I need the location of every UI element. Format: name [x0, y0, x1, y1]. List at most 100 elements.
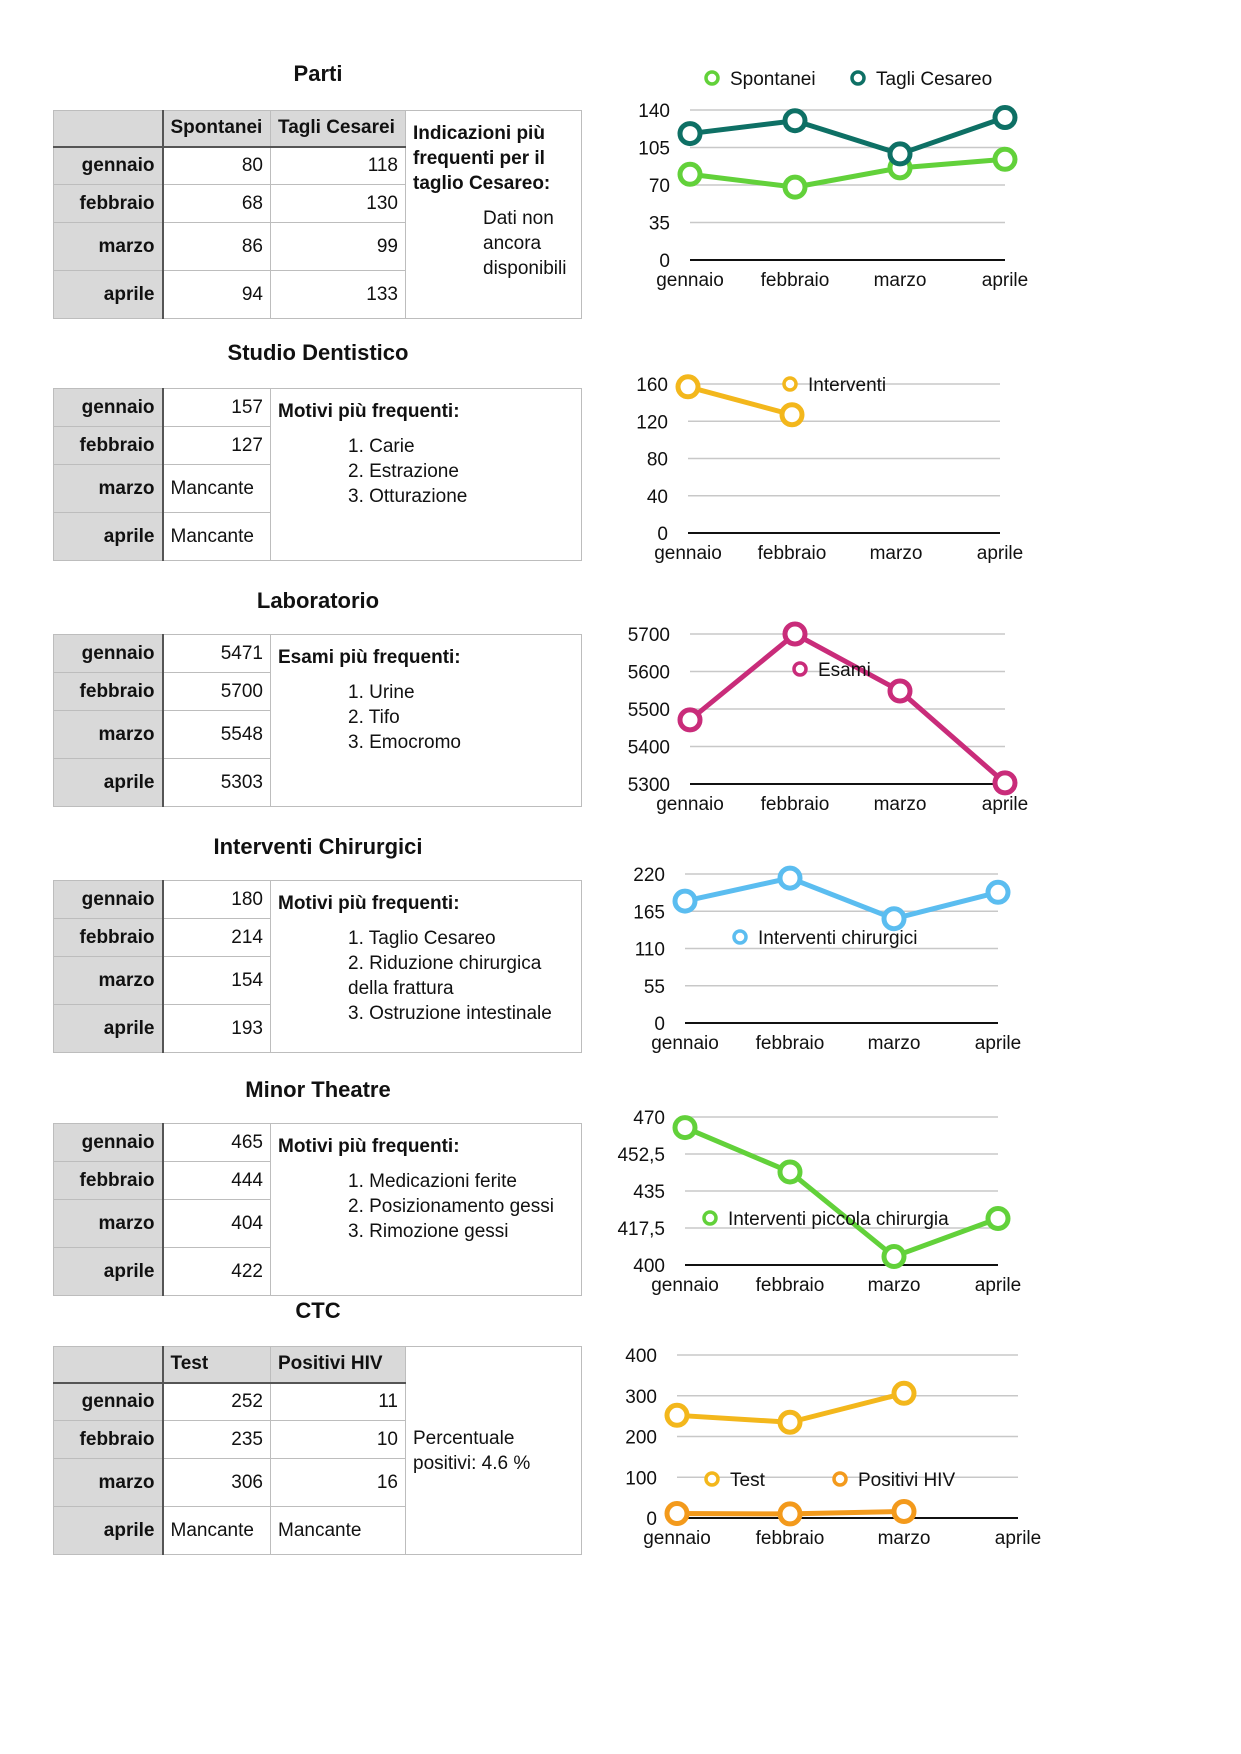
notes-line: 1. Taglio Cesareo: [348, 928, 496, 949]
notes-line: Dati non: [483, 208, 554, 229]
x-tick-label: gennaio: [651, 1033, 719, 1054]
value-cell: 422: [162, 1247, 271, 1296]
legend-marker: [832, 1471, 848, 1487]
legend-marker: [782, 376, 798, 392]
y-tick-label: 220: [633, 865, 665, 886]
row-label: aprile: [53, 1247, 164, 1296]
y-tick-label: 55: [644, 977, 665, 998]
data-table: gennaio 465 Motivi più frequenti: 1. Medica…: [53, 1123, 582, 1296]
x-tick-label: febbraio: [756, 1033, 825, 1054]
y-tick-label: 5400: [628, 738, 670, 759]
table-row: febbraio 127: [53, 426, 582, 465]
data-point: [985, 879, 1011, 905]
notes-line: ancora: [483, 233, 542, 254]
data-point: [672, 1115, 698, 1141]
series-line: [689, 115, 1006, 157]
row-label: gennaio: [53, 634, 164, 673]
notes-cell: Motivi più frequenti: 1. Taglio Cesareo 2.…: [270, 880, 582, 1053]
table-header-row: Spontanei Tagli Cesarei Indicazioni più fr…: [53, 110, 582, 319]
table-row: aprile Mancante: [53, 512, 582, 561]
row-label: aprile: [53, 758, 164, 807]
notes-line: 3. Otturazione: [348, 486, 468, 507]
table-row: aprile 422: [53, 1247, 582, 1296]
notes-list: 1. Medicazioni ferite 2. Posizionamento g…: [348, 1169, 574, 1244]
legend-marker: [732, 929, 748, 945]
y-tick-label: 35: [649, 214, 670, 235]
value-cell: Mancante: [162, 464, 271, 513]
x-tick-label: aprile: [982, 794, 1028, 815]
legend-marker: [704, 1471, 720, 1487]
value-cell: 235: [162, 1420, 271, 1459]
value-cell: Mancante: [270, 1506, 406, 1555]
value-cell: 10: [270, 1420, 406, 1459]
x-tick-label: gennaio: [656, 270, 724, 291]
data-table: gennaio 180 Motivi più frequenti: 1. Taglio…: [53, 880, 582, 1053]
row-label: febbraio: [53, 918, 164, 957]
value-cell: 465: [162, 1123, 271, 1162]
legend-label: Interventi chirurgici: [758, 928, 917, 949]
row-label: febbraio: [53, 184, 164, 223]
value-cell: 214: [162, 918, 271, 957]
line-chart: 0 40 80 120 160 gennaio febbraio marzo aprile Int…: [636, 374, 1023, 564]
row-label: marzo: [53, 464, 164, 513]
notes-line: 2. Riduzione chirurgica della frattura: [348, 953, 542, 999]
row-label: febbraio: [53, 1161, 164, 1200]
notes-line: 3. Emocromo: [348, 732, 461, 753]
data-point: [677, 707, 703, 733]
y-tick-label: 40: [647, 487, 668, 508]
notes-line: 2. Tifo: [348, 707, 400, 728]
x-tick-label: aprile: [975, 1033, 1021, 1054]
y-tick-label: 400: [625, 1346, 657, 1367]
notes-line: 1. Urine: [348, 682, 415, 703]
data-point: [672, 888, 698, 914]
line-chart: 5300 5400 5500 5600 5700 gennaio febbraio marzo…: [628, 621, 1028, 815]
row-label: gennaio: [53, 388, 164, 427]
column-header: Test: [162, 1346, 271, 1384]
section-title: Parti: [293, 61, 343, 86]
y-tick-label: 0: [654, 1014, 665, 1035]
table-row: gennaio 252 11: [53, 1382, 582, 1421]
value-cell: 133: [270, 270, 406, 319]
legend-label: Interventi piccola chirurgia: [728, 1209, 949, 1230]
row-label: gennaio: [53, 880, 164, 919]
table-row: marzo 154: [53, 956, 582, 1005]
y-tick-label: 5700: [628, 625, 670, 646]
value-cell: 5303: [162, 758, 271, 807]
data-point: [677, 161, 703, 187]
y-tick-label: 400: [633, 1256, 665, 1277]
line-chart: 400 417,5 435 452,5 470 gennaio febbraio marzo a…: [617, 1108, 1021, 1296]
table-row: febbraio 444: [53, 1161, 582, 1200]
notes-line: 3. Ostruzione intestinale: [348, 1003, 552, 1024]
x-tick-label: marzo: [868, 1033, 921, 1054]
row-label: gennaio: [53, 146, 164, 185]
section-title: Laboratorio: [256, 588, 380, 613]
table-row: gennaio 157 Motivi più frequenti: 1. Carie 2…: [53, 388, 582, 561]
notes-title: Indicazioni più frequenti per il taglio …: [413, 123, 551, 194]
data-point: [779, 402, 805, 428]
y-tick-label: 100: [625, 1468, 657, 1489]
notes-cell: Percentuale positivi: 4.6 %: [405, 1346, 582, 1555]
notes-line: disponibili: [483, 258, 567, 279]
series-line: [687, 384, 793, 418]
value-cell: 193: [162, 1004, 271, 1053]
x-tick-label: febbraio: [761, 270, 830, 291]
data-point: [664, 1501, 690, 1527]
data-point: [887, 141, 913, 167]
value-cell: 118: [270, 146, 406, 185]
y-tick-label: 120: [636, 412, 668, 433]
notes-line: 2. Posizionamento gessi: [348, 1196, 554, 1217]
row-label: febbraio: [53, 1420, 164, 1459]
y-tick-label: 470: [633, 1108, 665, 1129]
x-tick-label: marzo: [874, 794, 927, 815]
notes-title: Motivi più frequenti:: [278, 401, 460, 422]
data-table: gennaio 5471 Esami più frequenti: 1. Urine 2…: [53, 634, 582, 807]
series-line: [689, 156, 1006, 190]
row-label: marzo: [53, 222, 164, 271]
data-point: [782, 621, 808, 647]
row-label: aprile: [53, 512, 164, 561]
notes-list: Dati non ancora disponibili: [483, 206, 574, 281]
data-table: Spontanei Tagli Cesarei Indicazioni più fr…: [53, 110, 582, 319]
x-tick-label: febbraio: [761, 794, 830, 815]
table-header-row: Test Positivi HIV Percentuale positivi: 4.…: [53, 1346, 582, 1555]
x-tick-label: gennaio: [643, 1528, 711, 1549]
